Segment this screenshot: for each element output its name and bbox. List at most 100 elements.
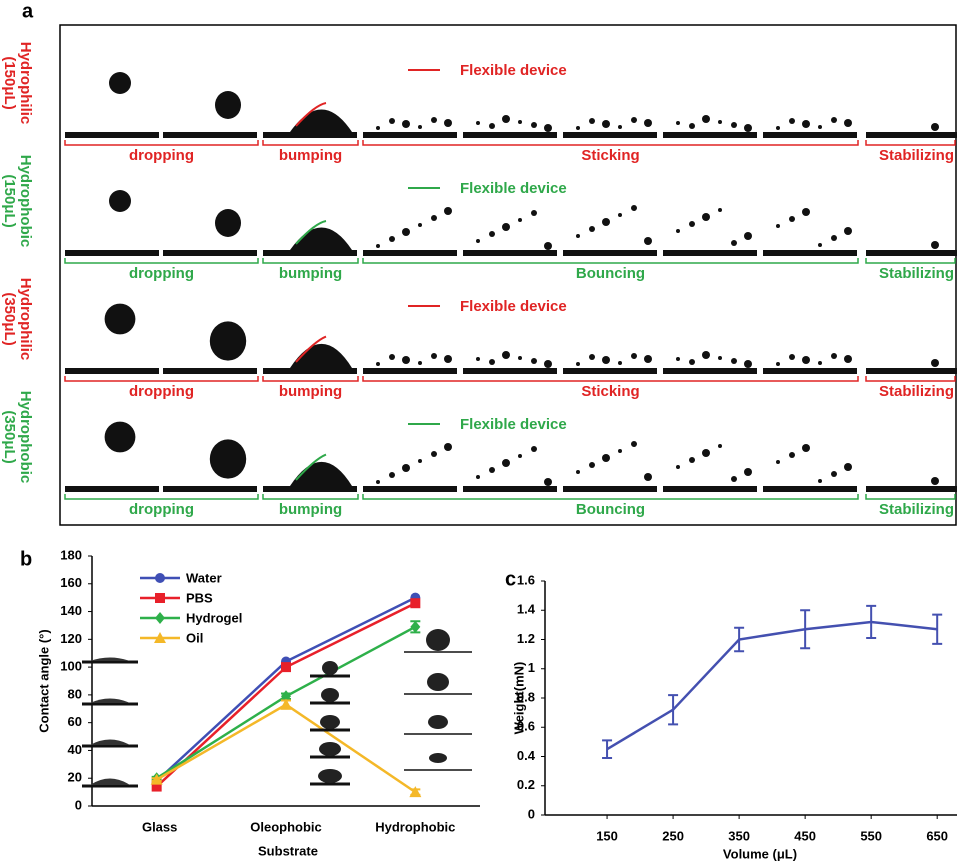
splash [444, 355, 452, 363]
splash [676, 229, 680, 233]
splash [689, 359, 695, 365]
splash [776, 126, 780, 130]
substrate [663, 132, 757, 138]
stage-bracket [362, 376, 859, 382]
inset-drop [90, 657, 130, 661]
splash [702, 213, 710, 221]
substrate [263, 132, 357, 138]
error-bar [932, 613, 943, 645]
y-tick-label: 1.4 [517, 602, 536, 617]
splash [802, 120, 810, 128]
point [155, 593, 165, 603]
splash [744, 360, 752, 368]
panel-label: b [20, 548, 32, 570]
splash [844, 463, 852, 471]
splash [818, 479, 822, 483]
splash [789, 452, 795, 458]
splash [831, 471, 837, 477]
substrate [163, 132, 257, 138]
splash [444, 207, 452, 215]
splash [376, 126, 380, 130]
splash [518, 454, 522, 458]
splash [431, 215, 437, 221]
splash [676, 357, 680, 361]
stage-bracket [362, 258, 859, 264]
splash [702, 449, 710, 457]
splash [518, 120, 522, 124]
substrate [563, 250, 657, 256]
splash [489, 123, 495, 129]
x-tick-label: 650 [926, 828, 948, 843]
row-label: (150μL) [1, 174, 18, 227]
inset-drop [427, 673, 449, 691]
splash [644, 237, 652, 245]
legend-label: Flexible device [460, 298, 567, 315]
splash [531, 358, 537, 364]
splash [544, 478, 552, 486]
splash [431, 117, 437, 123]
y-tick-label: 1.2 [517, 631, 535, 646]
splash [844, 227, 852, 235]
splash [831, 353, 837, 359]
splash [402, 356, 410, 364]
splash [531, 122, 537, 128]
stage-label: bumping [279, 147, 342, 164]
device [295, 102, 327, 127]
substrate [866, 250, 957, 256]
stage-label: dropping [129, 501, 194, 518]
splash [618, 213, 622, 217]
splash [589, 462, 595, 468]
splash [802, 356, 810, 364]
stage-label: Sticking [581, 383, 639, 400]
splash [689, 457, 695, 463]
stage-bracket [865, 376, 956, 382]
splash [818, 361, 822, 365]
substrate [263, 486, 357, 492]
stage-label: Sticking [581, 147, 639, 164]
splash [844, 119, 852, 127]
stage-bracket [64, 494, 259, 500]
splash [802, 444, 810, 452]
x-tick-label: 250 [662, 828, 684, 843]
y-tick-label: 140 [60, 603, 82, 618]
splash [776, 460, 780, 464]
device [295, 335, 327, 363]
splash [376, 244, 380, 248]
substrate [663, 486, 757, 492]
row-label: Hydrophobic [17, 391, 34, 484]
stage-bracket [865, 258, 956, 264]
splash [444, 119, 452, 127]
splash [831, 235, 837, 241]
substrate [363, 486, 457, 492]
splash [544, 124, 552, 132]
splash [731, 358, 737, 364]
splash [831, 117, 837, 123]
substrate [363, 368, 457, 374]
splash [844, 355, 852, 363]
y-tick-label: 0.8 [517, 689, 535, 704]
splash [476, 475, 480, 479]
stage-bracket [262, 376, 359, 382]
substrate [463, 486, 557, 492]
splash [789, 354, 795, 360]
splash [518, 218, 522, 222]
splash [602, 356, 610, 364]
splash [744, 232, 752, 240]
inset-drop [429, 753, 447, 763]
splash [602, 454, 610, 462]
stage-bracket [262, 494, 359, 500]
stage-bracket [64, 258, 259, 264]
splash [744, 468, 752, 476]
y-axis-label: Weight(mN) [511, 662, 526, 735]
residue [931, 123, 939, 131]
stage-bracket [362, 494, 859, 500]
droplet [104, 303, 136, 335]
splash [418, 361, 422, 365]
substrate [663, 368, 757, 374]
splash [576, 126, 580, 130]
splash [431, 451, 437, 457]
splash [818, 125, 822, 129]
point [151, 781, 162, 792]
substrate [763, 250, 857, 256]
splash [818, 243, 822, 247]
